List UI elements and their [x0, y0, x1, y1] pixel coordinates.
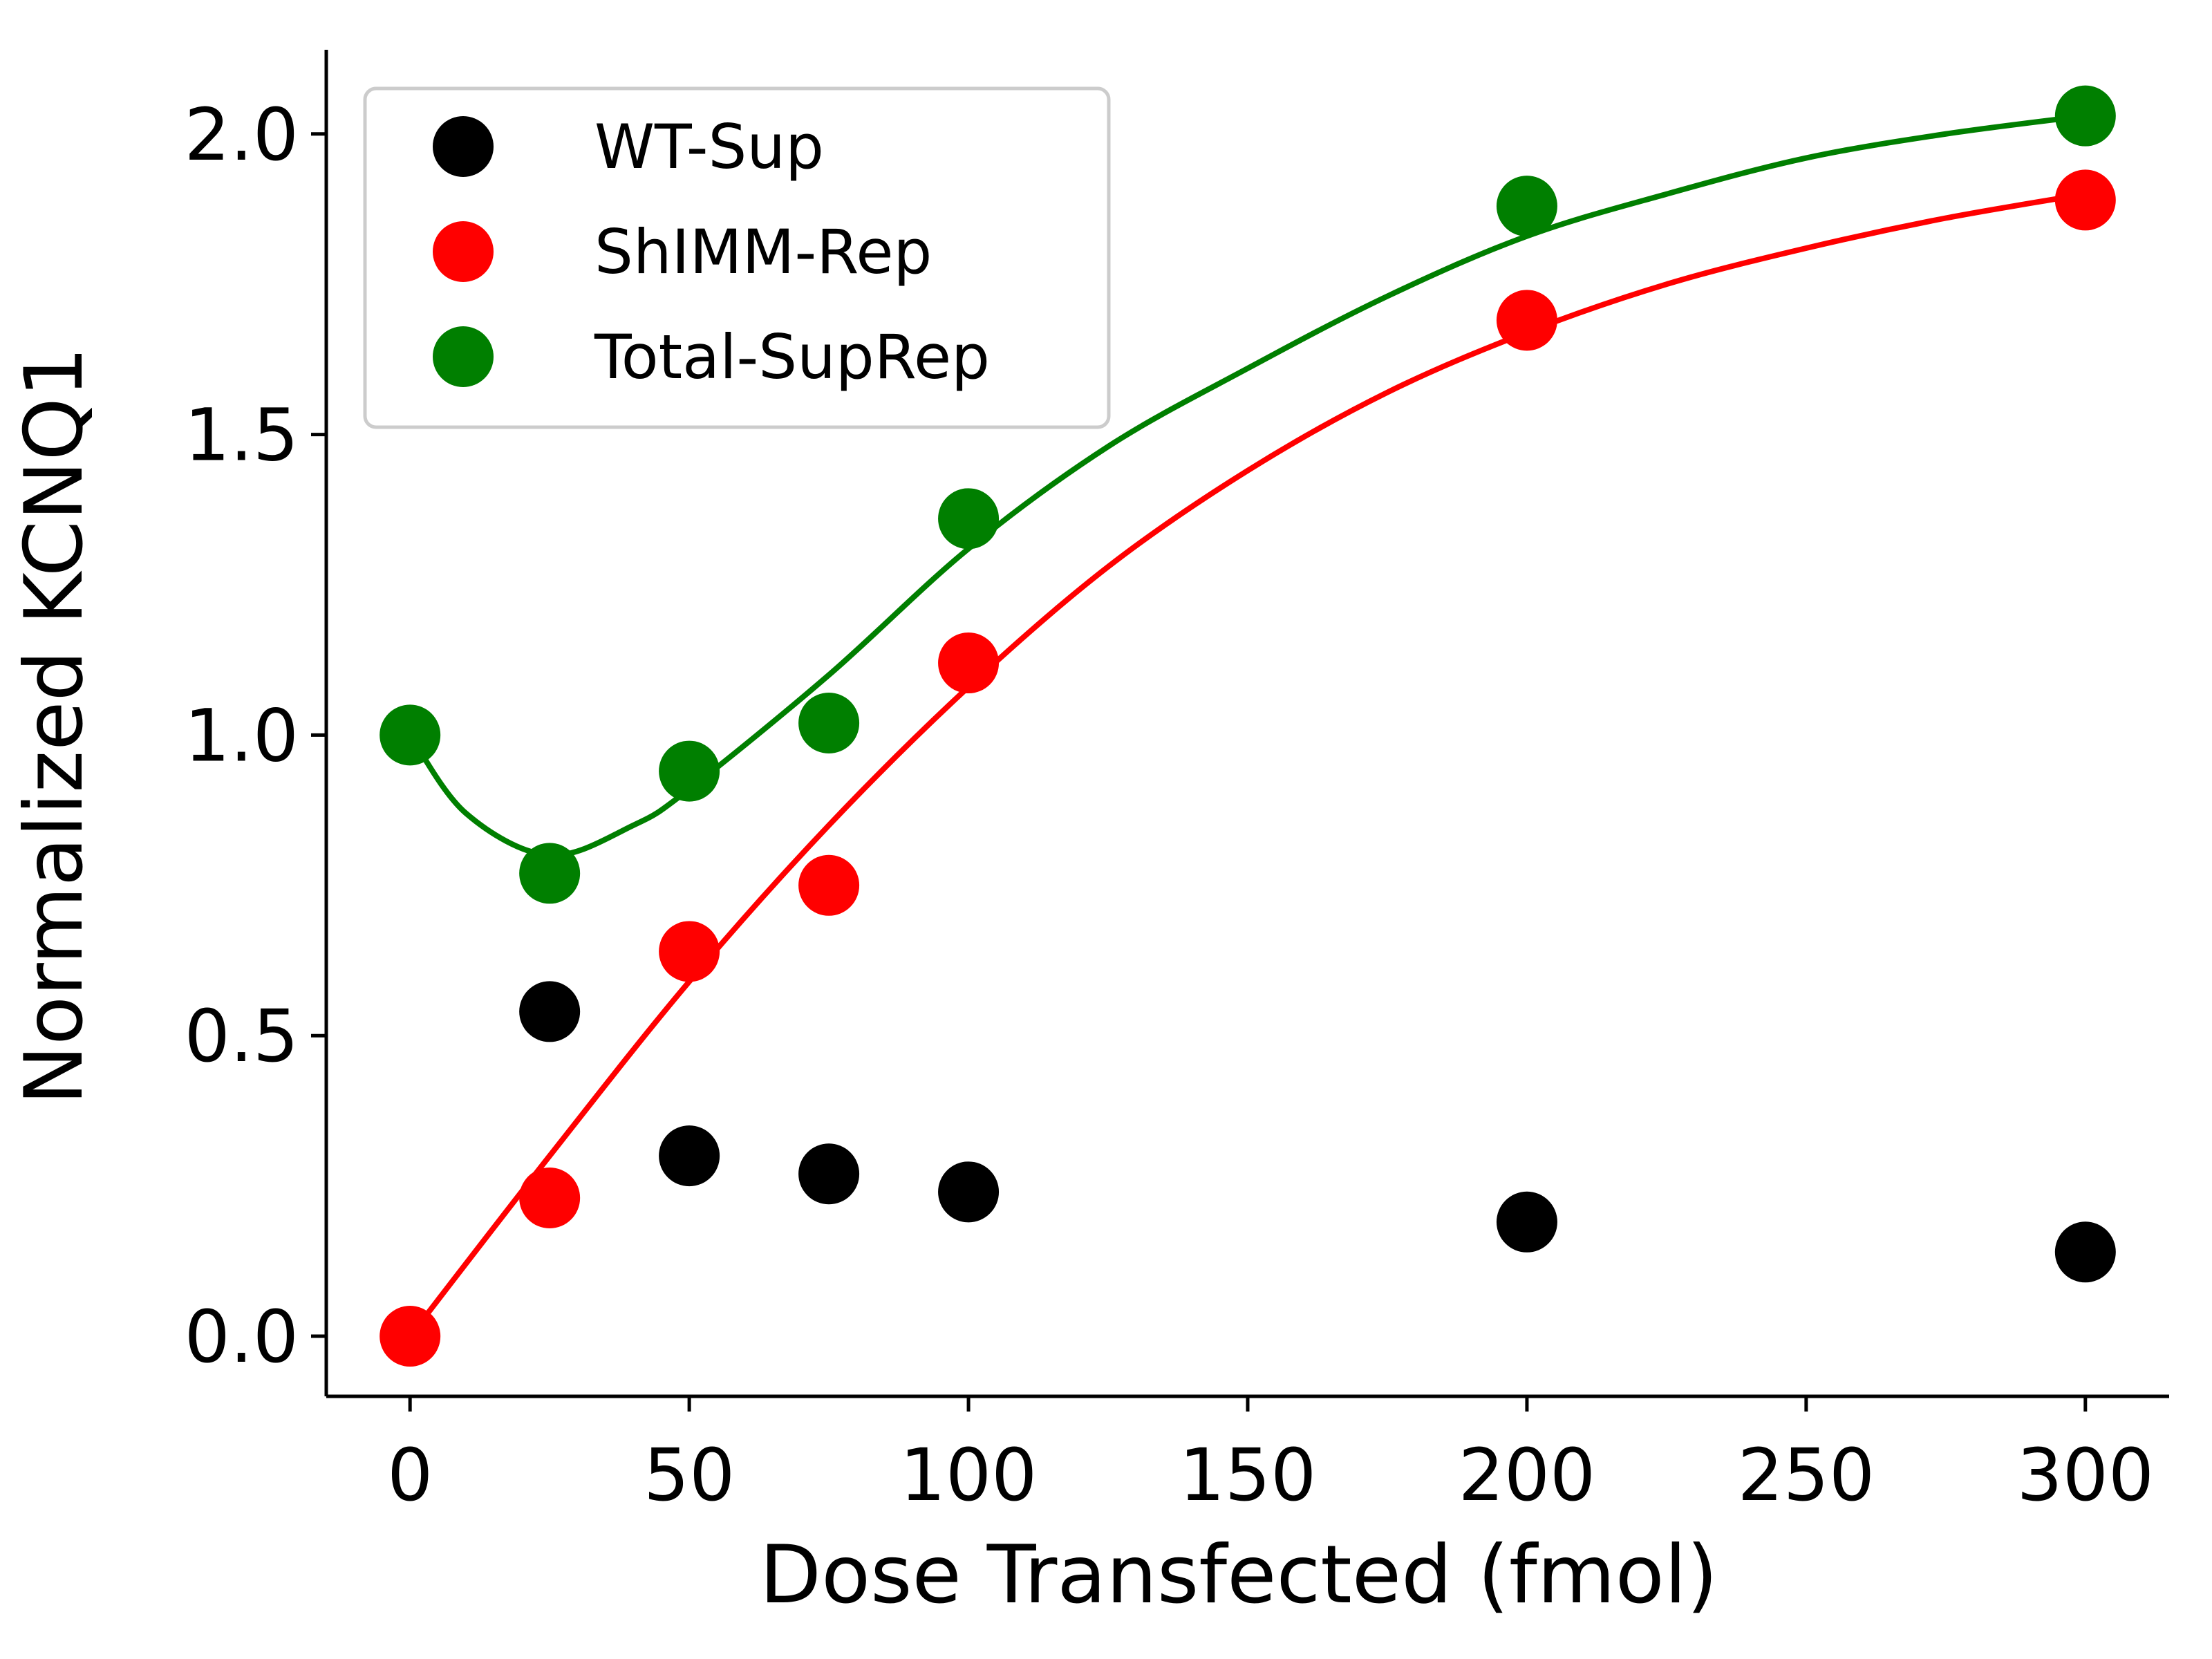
data-point-wt-sup	[798, 1143, 860, 1205]
data-point-total-suprep	[379, 704, 441, 766]
y-tick-label: 1.0	[185, 693, 299, 778]
fit-line-shimm-rep	[407, 191, 2088, 1340]
data-point-total-suprep	[798, 693, 860, 753]
data-point-total-suprep	[659, 740, 720, 802]
y-axis-ticks: 0.0 0.5 1.0 1.5 2.0	[185, 93, 326, 1379]
x-axis-ticks: 0 50 100 150 200 250 300	[387, 1396, 2154, 1517]
data-point-shimm-rep	[519, 1168, 581, 1229]
y-tick-label: 0.5	[185, 994, 299, 1078]
legend-marker-wt-sup	[433, 116, 494, 177]
x-axis-title: Dose Transfected (fmol)	[760, 1528, 1718, 1622]
x-tick-label: 50	[644, 1433, 735, 1517]
data-point-total-suprep	[519, 843, 581, 904]
y-tick-label: 1.5	[185, 393, 299, 478]
x-tick-label: 250	[1738, 1433, 1875, 1517]
data-point-shimm-rep	[659, 921, 720, 982]
data-point-wt-sup	[2054, 1221, 2116, 1283]
y-tick-label: 2.0	[185, 93, 299, 177]
data-point-shimm-rep	[938, 632, 1000, 694]
legend-marker-total-suprep	[433, 326, 494, 387]
x-tick-label: 150	[1179, 1433, 1317, 1517]
data-point-total-suprep	[1496, 176, 1557, 237]
y-axis-title: Normalized KCNQ1	[8, 346, 101, 1105]
data-point-total-suprep	[2054, 85, 2116, 147]
legend-marker-shimm-rep	[433, 221, 494, 282]
data-point-total-suprep	[938, 488, 1000, 550]
legend-label: Total-SupRep	[594, 321, 990, 393]
legend-label: WT-Sup	[594, 111, 824, 182]
x-tick-label: 100	[900, 1433, 1038, 1517]
y-tick-label: 0.0	[185, 1295, 299, 1379]
data-point-shimm-rep	[2054, 169, 2116, 231]
x-tick-label: 0	[387, 1433, 433, 1517]
legend-frame	[363, 86, 1111, 429]
data-points	[379, 85, 2116, 1367]
legend: WT-Sup ShIMM-Rep Total-SupRep	[363, 86, 1111, 429]
fit-line-total-suprep	[407, 113, 2088, 859]
legend-label: ShIMM-Rep	[594, 216, 932, 288]
data-point-wt-sup	[938, 1161, 1000, 1223]
data-point-shimm-rep	[379, 1306, 441, 1367]
data-point-shimm-rep	[798, 854, 860, 916]
data-point-wt-sup	[1496, 1191, 1557, 1253]
x-tick-label: 200	[1459, 1433, 1596, 1517]
data-point-wt-sup	[659, 1125, 720, 1187]
x-tick-label: 300	[2017, 1433, 2155, 1517]
fit-curves	[407, 113, 2088, 1340]
data-point-shimm-rep	[1496, 290, 1557, 351]
data-point-wt-sup	[519, 981, 581, 1042]
